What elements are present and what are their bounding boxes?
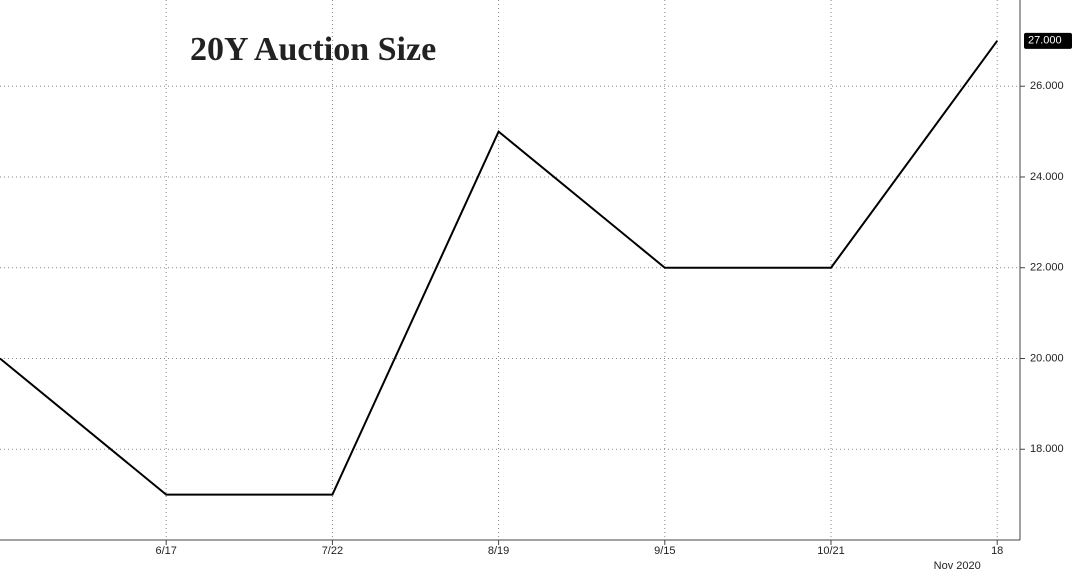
y-tick-label: 26.000 [1030,80,1064,92]
chart-title: 20Y Auction Size [190,31,436,68]
x-tick-label: 10/21 [817,545,845,557]
y-tick-label: 18.000 [1030,443,1064,455]
line [0,40,999,496]
y-tick-label: 24.000 [1030,171,1064,183]
x-tick-label: 6/17 [155,545,176,557]
y-tick-label: 20.000 [1030,352,1064,364]
x-annotation: Nov 2020 [934,560,981,572]
x-tick-label: 18 [991,545,1003,557]
x-tick-label: 8/19 [488,545,509,557]
x-tick-label: 9/15 [654,545,675,557]
x-tick-label: 7/22 [322,545,343,557]
value-label-box [1024,32,1072,49]
y-tick-label: 22.000 [1030,262,1064,274]
value-label: 27.000 [1028,35,1062,47]
